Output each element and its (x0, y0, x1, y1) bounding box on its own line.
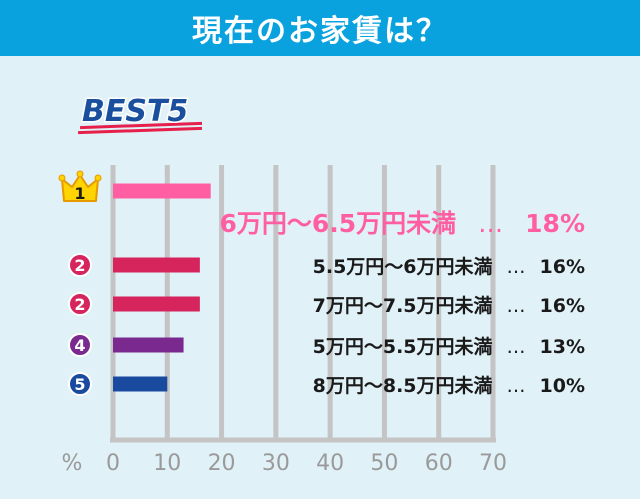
rank-number: 4 (74, 336, 85, 355)
rank-number: 2 (74, 295, 85, 314)
bar-5 (113, 376, 168, 392)
rank-number: 5 (74, 375, 85, 394)
separator: … (478, 209, 503, 238)
value-label: 16% (540, 295, 585, 317)
bar-3 (113, 296, 200, 312)
bar-label-5: 8万円〜8.5万円未満 … 10% (313, 374, 585, 397)
bar-label-3: 7万円〜7.5万円未満 … 16% (313, 294, 585, 317)
bar-4 (113, 337, 184, 353)
crown-icon (58, 170, 102, 202)
bar-2 (113, 257, 200, 273)
category-label: 5.5万円〜6万円未満 (313, 255, 493, 278)
separator: … (507, 375, 526, 397)
bar-label-2: 5.5万円〜6万円未満 … 16% (313, 255, 585, 278)
best5-underline-1 (80, 121, 203, 130)
separator: … (507, 336, 526, 358)
x-tick-label: 0 (106, 451, 120, 476)
x-tick-label: 50 (370, 451, 398, 476)
x-axis-ticks: % 0 10 20 30 40 50 60 70 (62, 451, 507, 476)
x-tick-label: 40 (316, 451, 344, 476)
bar-label-4: 5万円〜5.5万円未満 … 13% (313, 335, 585, 358)
bar-label-1: 6万円〜6.5万円未満 … 18% (219, 209, 585, 238)
best5-underline-2 (78, 126, 203, 135)
x-tick-label: 70 (479, 451, 507, 476)
bar-1 (113, 183, 211, 199)
x-tick-label: 60 (425, 451, 453, 476)
page-title-banner: 現在のお家賃は？ (0, 0, 640, 56)
value-label: 16% (540, 256, 585, 278)
rank-number: 2 (74, 256, 85, 275)
best5-label: BEST5 (82, 94, 188, 129)
x-axis-unit: % (62, 451, 83, 476)
x-tick-label: 20 (208, 451, 236, 476)
separator: … (507, 256, 526, 278)
value-label: 18% (525, 209, 585, 238)
best5-badge: BEST5 (78, 93, 203, 135)
circle-badge-icon (68, 372, 92, 396)
circle-badge-icon (68, 292, 92, 316)
grid-lines (110, 165, 496, 443)
rank-number: 1 (74, 184, 85, 203)
x-tick-label: 10 (153, 451, 181, 476)
circle-badge-icon (68, 333, 92, 357)
bar-labels: 6万円〜6.5万円未満… 18%5.5万円〜6万円未満… 16%7万円〜7.5万円未… (219, 209, 585, 397)
rank-markers: 1 2 2 4 5 (58, 170, 102, 396)
page-title: 現在のお家賃は？ (192, 14, 448, 49)
category-label: 6万円〜6.5万円未満 (219, 209, 456, 238)
category-label: 5万円〜5.5万円未満 (313, 335, 493, 358)
x-tick-label: 30 (262, 451, 290, 476)
circle-badge-icon (68, 253, 92, 277)
value-label: 10% (540, 375, 585, 397)
bars (113, 183, 211, 392)
separator: … (507, 295, 526, 317)
value-label: 13% (540, 336, 585, 358)
category-label: 7万円〜7.5万円未満 (313, 294, 493, 317)
category-label: 8万円〜8.5万円未満 (313, 374, 493, 397)
